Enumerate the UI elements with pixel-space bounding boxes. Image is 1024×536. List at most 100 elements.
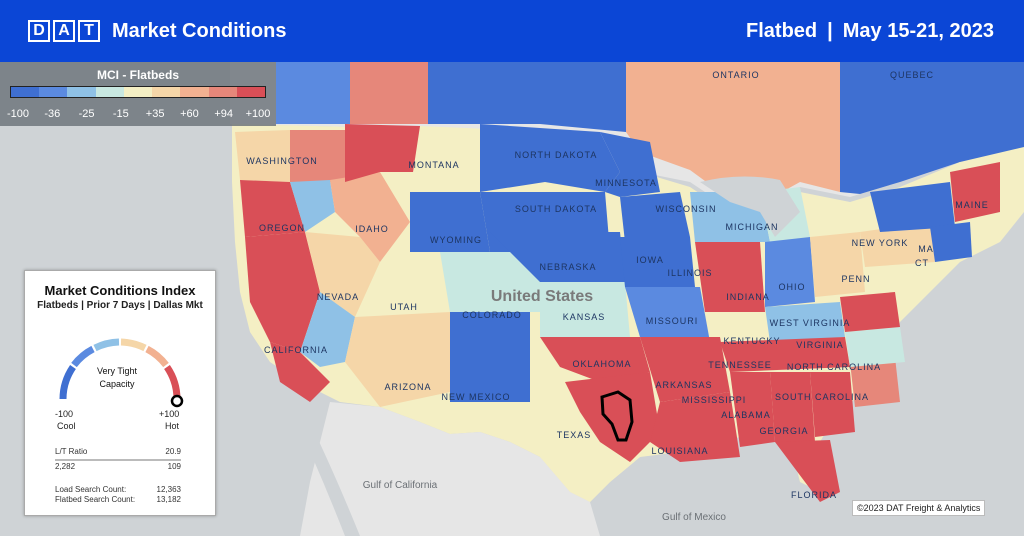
region-kansas [540,282,630,337]
separator: | [827,19,833,42]
region-pennsylvania [860,222,935,267]
gulf-of-california [290,402,360,536]
region-north-dakota [480,124,620,192]
label-california: CALIFORNIA [263,345,329,355]
legend-swatch-6 [180,87,209,97]
label-georgia: GEORGIA [759,426,809,436]
label-minnesota: MINNESOTA [595,178,657,188]
gauge-label-line1: Very Tight [96,366,138,376]
dallas-market-outline[interactable] [600,390,634,442]
region-oklahoma [540,337,650,382]
legend-tick-1: -36 [44,108,61,120]
region-or-west [240,180,305,237]
region-kentucky [765,302,845,342]
label-kansas: KANSAS [562,312,606,322]
label-utah: UTAH [390,302,418,312]
date-range: May 15-21, 2023 [842,19,994,42]
mexico-land [300,402,600,536]
label-indiana: INDIANA [726,292,770,302]
region-ontario [626,62,840,204]
legend-swatch-3 [95,87,124,97]
label-oklahoma: OKLAHOMA [572,359,632,369]
label-texas: TEXAS [556,430,592,440]
region-alabama [770,372,815,442]
header-bar: D A T Market Conditions Flatbed | May 15… [0,0,1024,62]
region-minnesota-north [600,132,660,197]
label-tennessee: TENNESSEE [708,360,772,370]
region-arkansas [640,337,730,402]
region-indiana [765,237,815,307]
page-title: Market Conditions [112,19,287,42]
legend-swatch-4 [123,87,153,97]
legend-tick-4: +35 [145,108,165,120]
region-new-york [870,182,955,232]
label-idaho: IDAHO [355,224,389,234]
label-arizona: ARIZONA [384,382,432,392]
region-utah [380,252,450,322]
legend-swatch-5 [152,87,181,97]
label-ohio: OHIO [778,282,806,292]
label-wisconsin: WISCONSIN [655,204,717,214]
flatbed-search-row: Flatbed Search Count: 13,182 [55,495,181,504]
load-search-label: Load Search Count: [55,485,127,494]
region-sask [540,62,626,132]
region-tennessee [720,337,850,372]
logo-letter-t: T [78,20,100,42]
gauge-label: Very Tight Capacity [87,365,147,391]
label-nebraska: NEBRASKA [539,262,597,272]
region-wa-east [290,130,345,182]
label-south-dakota: SOUTH DAKOTA [514,204,598,214]
label-south-carolina: SOUTH CAROLINA [774,392,870,402]
legend-swatch-0 [11,87,40,97]
mci-legend: MCI - Flatbeds -100 -36 -25 -15 +35 +60 +94 +10… [0,62,276,126]
label-new-york: NEW YORK [851,238,909,248]
region-illinois [695,242,765,312]
label-gulf-of-mexico: Gulf of Mexico [662,512,726,523]
legend-title: MCI - Flatbeds [96,68,179,82]
region-south-carolina [850,357,900,407]
label-maine: MAINE [955,200,989,210]
region-idaho-north [345,124,420,182]
gauge-min-value: -100 [55,409,74,419]
label-michigan: MICHIGAN [725,222,779,232]
great-lakes [700,176,800,237]
region-alberta [428,62,540,124]
legend-swatch-7 [208,87,237,97]
lt-ratio-label: L/T Ratio [55,447,88,456]
region-arizona [345,312,450,407]
label-louisiana: LOUISIANA [651,446,709,456]
mci-gauge [59,338,184,408]
region-minnesota [620,192,690,242]
gauge-label-line2: Capacity [99,379,135,389]
brand: D A T Market Conditions [28,20,286,43]
legend-swatch-2 [67,87,96,97]
region-california-north [245,232,320,352]
legend-tick-2: -25 [78,108,95,120]
label-quebec: QUEBEC [889,70,935,80]
label-west-virginia: WEST VIRGINIA [769,318,851,328]
flatbed-search-value: 13,182 [156,495,181,504]
region-mississippi [730,372,775,447]
region-new-england [930,222,972,262]
region-idaho [330,172,410,262]
label-virginia: VIRGINIA [796,340,844,350]
region-north-carolina [845,327,905,367]
label-oregon: OREGON [258,223,306,233]
label-united-states: United States [490,288,594,305]
equipment-type: Flatbed [746,19,818,42]
label-new-mexico: NEW MEXICO [441,392,511,402]
label-colorado: COLORADO [462,310,522,320]
region-louisiana [650,392,740,462]
label-arkansas: ARKANSAS [655,380,713,390]
market-conditions-map[interactable] [0,62,1024,536]
region-nevada [305,232,380,317]
legend-tick-6: +94 [214,108,234,120]
region-colorado [440,252,540,312]
mci-subtitle: Flatbeds | Prior 7 Days | Dallas Mkt [37,300,203,311]
label-washington: WASHINGTON [246,156,318,166]
legend-swatch-1 [39,87,68,97]
label-ma: MA [918,244,934,254]
label-florida: FLORIDA [790,490,838,500]
label-missouri: MISSOURI [645,316,699,326]
region-ohio [810,232,865,297]
